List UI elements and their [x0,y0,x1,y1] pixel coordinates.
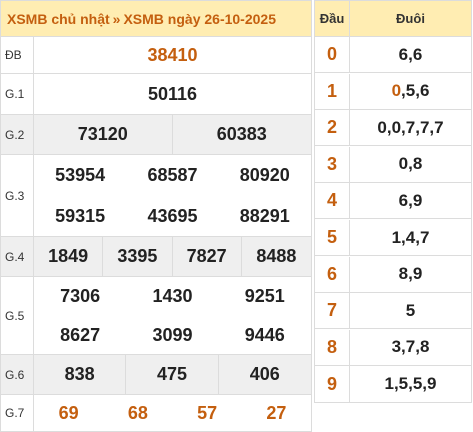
prize-row-g6: G.6 838 475 406 [1,355,311,395]
prize-number: 9251 [244,286,285,306]
loto-row: 0 6,6 [315,37,471,73]
loto-tail-digits: ,5,6 [401,81,430,101]
prize-number: 27 [266,402,287,423]
prize-number: 1849 [34,237,104,276]
prize-number: 88291 [239,206,290,226]
head-column-label: Đầu [315,1,350,36]
prize-number: 475 [126,355,219,394]
prize-row-g7: G.7 69 68 57 27 [1,395,311,431]
loto-head: 4 [315,183,350,219]
loto-header: Đầu Đuôi [315,1,471,37]
prize-number: 838 [34,355,127,394]
loto-tail: 0,8 [350,147,471,182]
loto-tail-digits: 5 [405,300,416,320]
prize-label: G.3 [1,155,34,236]
prize-number: 69 [58,402,79,423]
prize-number: 3099 [152,325,193,345]
loto-tail: 1,4,7 [350,220,471,255]
loto-tail: 6,6 [350,37,471,72]
prize-number: 406 [249,364,280,384]
xsmb-sunday-link[interactable]: XSMB chủ nhật [7,10,110,27]
loto-row: 3 0,8 [315,146,471,183]
prize-number: 7827 [173,237,242,276]
loto-tail-digits: 6,6 [398,44,423,64]
loto-head: 7 [315,293,350,329]
loto-tail: 5 [350,293,471,328]
prize-row-g5: G.5 7306 1430 9251 8627 3099 9446 [1,277,311,355]
loto-tail-digits: 0,8 [398,154,423,174]
results-header: XSMB chủ nhật » XSMB ngày 26-10-2025 [1,1,311,37]
tail-column-label: Đuôi [396,11,425,26]
prize-label: G.4 [1,237,34,276]
loto-tail-digits: 8,9 [398,264,423,284]
loto-row: 9 1,5,5,9 [315,366,471,403]
loto-head: 6 [315,256,350,292]
loto-tail: 6,9 [350,183,471,218]
loto-tail-digits: 1,5,5,9 [384,374,437,394]
prize-row-g4: G.4 1849 3395 7827 8488 [1,237,311,277]
loto-tail-digits: 1,4,7 [391,227,430,247]
prize-row-g3: G.3 53954 68587 80920 59315 43695 88291 [1,155,311,237]
loto-head: 0 [315,37,350,72]
loto-head: 3 [315,146,350,182]
results-table: XSMB chủ nhật » XSMB ngày 26-10-2025 ĐB … [0,0,312,432]
loto-head: 8 [315,329,350,365]
loto-tail-digits: 0,0,7,7,7 [377,117,444,137]
loto-row: 5 1,4,7 [315,220,471,256]
prize-number: 8627 [60,325,101,345]
prize-number: 59315 [55,206,106,226]
prize-label: G.6 [1,355,34,394]
loto-tail: 8,9 [350,257,471,292]
breadcrumb-separator: » [112,10,121,27]
loto-tail-digits: 3,7,8 [391,337,430,357]
loto-head: 5 [315,220,350,255]
prize-number: 8488 [256,246,297,266]
prize-label: ĐB [1,37,34,73]
prize-number: 53954 [55,165,106,185]
xsmb-date-link[interactable]: XSMB ngày 26-10-2025 [123,10,276,27]
prize-label: G.7 [1,395,34,431]
loto-tail: 0,5,6 [350,74,471,109]
prize-number: 68 [127,402,148,423]
prize-number: 80920 [239,165,290,185]
loto-head: 9 [315,366,350,403]
loto-head: 1 [315,73,350,109]
loto-row: 4 6,9 [315,183,471,220]
prize-number: 43695 [147,206,198,226]
loto-tail: 3,7,8 [350,330,471,365]
prize-number: 1430 [152,286,193,306]
loto-row: 8 3,7,8 [315,329,471,366]
prize-number: 60383 [216,124,267,144]
loto-tail-highlight: 0 [391,81,402,101]
prize-number: 9446 [244,325,285,345]
loto-tail: 0,0,7,7,7 [350,110,471,145]
prize-number: 57 [197,402,218,423]
prize-label: G.5 [1,277,34,354]
prize-label: G.2 [1,115,34,154]
loto-table: Đầu Đuôi 0 6,6 1 0,5,6 2 0,0,7,7,7 3 0,8 4 6,9 5 1,… [314,0,472,403]
loto-tail-digits: 6,9 [398,190,423,210]
prize-number: 50116 [147,83,198,104]
loto-tail: 1,5,5,9 [350,366,471,402]
prize-number: 7306 [60,286,101,306]
prize-number: 38410 [147,44,198,65]
loto-row: 6 8,9 [315,256,471,293]
prize-row-g2: G.2 73120 60383 [1,115,311,155]
prize-number: 3395 [103,237,173,276]
prize-number: 73120 [34,115,173,154]
loto-row: 1 0,5,6 [315,73,471,110]
prize-number: 68587 [147,165,198,185]
prize-label: G.1 [1,74,34,114]
prize-row-db: ĐB 38410 [1,37,311,74]
loto-row: 2 0,0,7,7,7 [315,110,471,147]
loto-head: 2 [315,110,350,146]
prize-row-g1: G.1 50116 [1,74,311,115]
